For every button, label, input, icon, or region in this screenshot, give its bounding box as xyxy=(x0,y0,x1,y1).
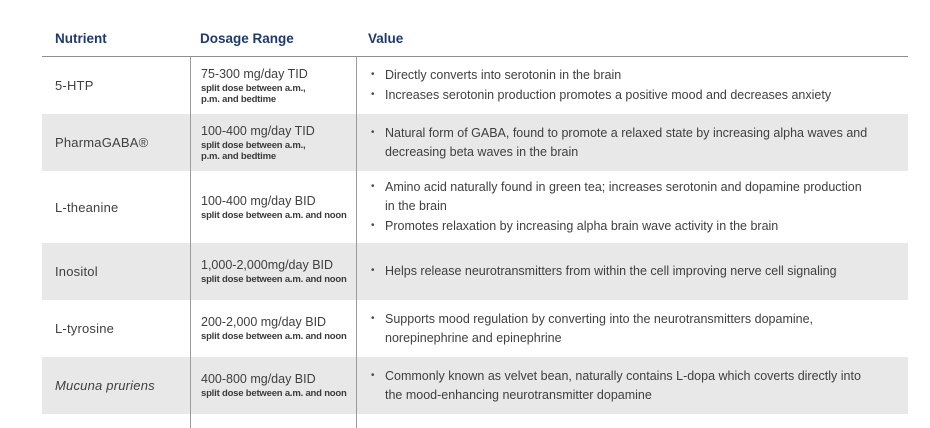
table-row-ltheanine: L-theanine 100-400 mg/day BID split dose… xyxy=(42,171,908,243)
value-cell: Helps release neurotransmitters from wit… xyxy=(356,243,908,300)
dosage-cell: 100-400 mg/day TID split dose between a.… xyxy=(190,114,356,171)
dosage-amount: 100-400 mg/day BID xyxy=(201,193,316,208)
dosage-amount: 75-300 mg/day TID xyxy=(201,66,308,81)
bullet-item: Directly converts into serotonin in the … xyxy=(369,65,874,85)
dosage-split-note: split dose between a.m. and noon xyxy=(201,331,347,343)
bullet-item: Supports mood regulation by converting i… xyxy=(369,309,874,348)
bullet-item: Natural form of GABA, found to promote a… xyxy=(369,123,874,162)
nutrient-name: 5-HTP xyxy=(55,78,94,93)
table-header-row: Nutrient Dosage Range Value xyxy=(42,0,908,57)
dosage-cell: 75-300 mg/day TID split dose between a.m… xyxy=(190,57,356,114)
bullet-item: Increases serotonin production promotes … xyxy=(369,85,874,105)
dosage-split-note: split dose between a.m., p.m. and bedtim… xyxy=(201,139,306,163)
bullet-item: Promotes relaxation by increasing alpha … xyxy=(369,216,874,236)
table-bottom-rule-extension xyxy=(42,414,908,428)
nutrient-name: L-tyrosine xyxy=(55,321,115,336)
nutrient-dosage-table: Nutrient Dosage Range Value 5-HTP 75-300… xyxy=(42,0,908,428)
header-dosage-range: Dosage Range xyxy=(200,31,294,46)
header-nutrient: Nutrient xyxy=(55,31,107,46)
nutrient-name: L-theanine xyxy=(55,199,119,215)
dosage-cell: 100-400 mg/day BID split dose between a.… xyxy=(190,171,356,243)
dosage-amount: 1,000-2,000mg/day BID xyxy=(201,258,334,273)
nutrient-name: Inositol xyxy=(55,264,98,279)
table-row-mucuna-pruriens: Mucuna pruriens 400-800 mg/day BID split… xyxy=(42,357,908,414)
dosage-split-note: split dose between a.m., p.m. and bedtim… xyxy=(201,82,306,106)
bullet-item: Helps release neurotransmitters from wit… xyxy=(369,261,874,281)
value-cell: Commonly known as velvet bean, naturally… xyxy=(356,357,908,414)
value-cell: Amino acid naturally found in green tea;… xyxy=(356,171,908,243)
dosage-amount: 200-2,000 mg/day BID xyxy=(201,315,327,330)
dosage-amount: 400-800 mg/day BID xyxy=(201,372,316,387)
table-row-pharmagaba: PharmaGABA® 100-400 mg/day TID split dos… xyxy=(42,114,908,171)
table-row-5htp: 5-HTP 75-300 mg/day TID split dose betwe… xyxy=(42,57,908,114)
header-value: Value xyxy=(368,31,404,46)
bullet-item: Amino acid naturally found in green tea;… xyxy=(369,177,874,216)
value-cell: Natural form of GABA, found to promote a… xyxy=(356,114,908,171)
dosage-cell: 200-2,000 mg/day BID split dose between … xyxy=(190,300,356,357)
nutrient-name: PharmaGABA® xyxy=(55,135,149,150)
value-cell: Directly converts into serotonin in the … xyxy=(356,57,908,114)
dosage-split-note: split dose between a.m. and noon xyxy=(201,274,347,286)
nutrient-name: Mucuna pruriens xyxy=(55,378,155,393)
table-row-inositol: Inositol 1,000-2,000mg/day BID split dos… xyxy=(42,243,908,300)
dosage-split-note: split dose between a.m. and noon xyxy=(201,388,347,400)
bullet-item: Commonly known as velvet bean, naturally… xyxy=(369,366,874,405)
dosage-split-note: split dose between a.m. and noon xyxy=(201,209,347,221)
value-cell: Supports mood regulation by converting i… xyxy=(356,300,908,357)
dosage-cell: 1,000-2,000mg/day BID split dose between… xyxy=(190,243,356,300)
table-row-ltyrosine: L-tyrosine 200-2,000 mg/day BID split do… xyxy=(42,300,908,357)
dosage-cell: 400-800 mg/day BID split dose between a.… xyxy=(190,357,356,414)
dosage-amount: 100-400 mg/day TID xyxy=(201,123,315,138)
